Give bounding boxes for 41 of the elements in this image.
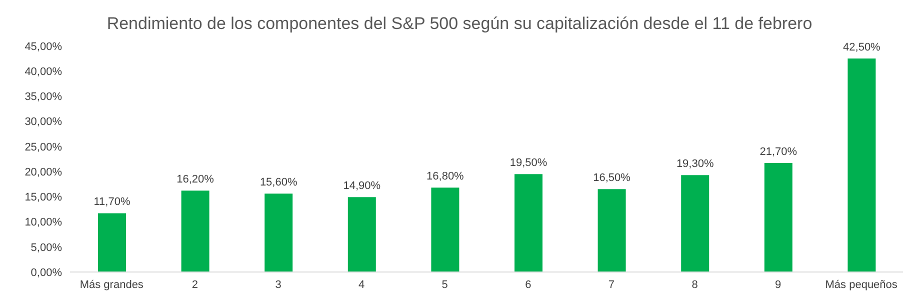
y-tick-label: 35,00% [24,91,62,104]
y-tick-label: 25,00% [24,141,62,154]
bar [348,197,376,272]
data-label: 21,70% [760,146,798,158]
bar [848,58,876,272]
bar [764,163,792,272]
chart-title: Rendimiento de los componentes del S&P 500 según su capitalización desde el 11 de febrero [106,14,814,34]
y-tick-label: 40,00% [24,66,62,78]
bar [98,213,126,272]
x-tick-label: 7 [608,278,615,291]
y-tick-label: 45,00% [24,40,62,53]
x-tick-label: Más pequeños [825,278,898,291]
data-label: 11,70% [94,196,130,208]
x-tick-label: 4 [358,278,365,291]
data-label: 16,50% [593,172,631,184]
x-tick-label: Más grandes [80,278,144,291]
bar [514,174,542,272]
y-tick-label: 30,00% [24,116,62,128]
y-tick-label: 0,00% [30,266,62,279]
data-label: 16,80% [426,170,464,183]
bar [681,175,710,272]
data-label: 14,90% [343,180,381,192]
bar [431,188,460,272]
data-label: 42,50% [843,42,881,54]
x-tick-label: 3 [275,278,282,291]
data-label: 16,20% [176,174,214,186]
data-label: 19,50% [510,157,548,170]
bar [181,190,210,272]
y-tick-label: 15,00% [24,192,62,204]
x-tick-label: 8 [692,278,698,291]
y-tick-label: 5,00% [30,242,62,254]
y-tick-label: 10,00% [24,216,62,229]
data-label: 15,60% [260,176,298,189]
data-label: 19,30% [676,158,714,170]
x-tick-label: 5 [442,278,448,291]
y-tick-label: 20,00% [24,166,62,178]
bar [598,189,626,272]
bar [264,194,293,272]
x-tick-label: 9 [774,278,782,291]
x-tick-label: 6 [525,278,532,291]
x-tick-label: 2 [192,278,198,291]
